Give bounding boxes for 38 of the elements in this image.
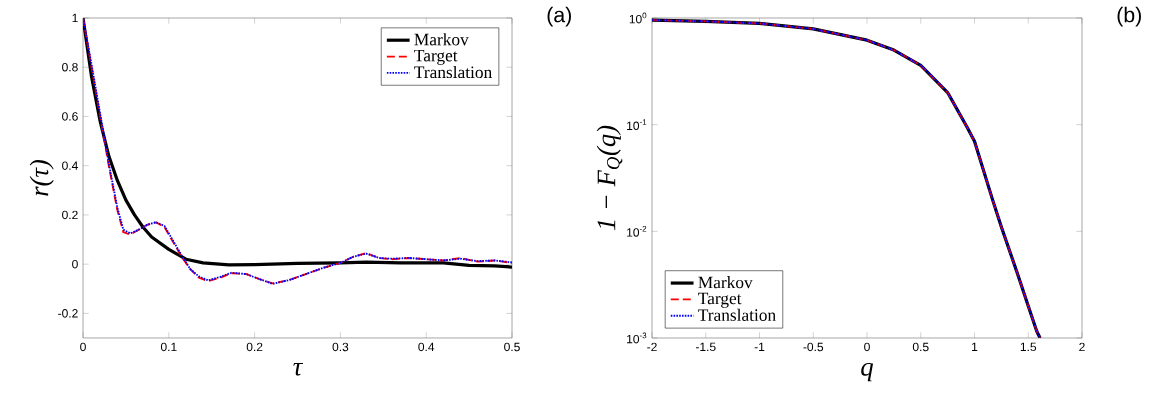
y-tick-label: 0.4 xyxy=(62,161,78,170)
x-tick-label: -2 xyxy=(647,342,657,352)
x-tick-label: -0.5 xyxy=(803,342,824,352)
x-tick-label: 0.4 xyxy=(418,342,435,352)
y-tick-label: 10$^{0}$ xyxy=(629,12,647,24)
y-tick-label: 10$^{-1}$ xyxy=(627,119,647,131)
x-tick-label: 0.5 xyxy=(504,342,520,352)
x-tick-label: 1 xyxy=(972,342,978,351)
x-tick-label: 0.1 xyxy=(160,342,177,352)
x-axis-title: τ xyxy=(293,363,304,376)
legend-label: Markov xyxy=(698,276,753,289)
legend-label: Target xyxy=(414,49,458,65)
y-tick-label: 10$^{-3}$ xyxy=(627,332,647,344)
y-axis-title: r(τ) xyxy=(29,159,54,196)
y-axis-title: 1 − F$_{Q}$(q) xyxy=(596,125,623,231)
legend-label: Translation xyxy=(414,65,492,79)
y-tick-label: 0.8 xyxy=(62,62,78,72)
text: (a) xyxy=(547,6,571,27)
x-tick-label: 0 xyxy=(80,342,86,352)
x-tick-label: 2 xyxy=(1079,342,1085,352)
legend-label: Target xyxy=(698,292,742,308)
y-tick-label: 1 xyxy=(72,13,78,23)
y-tick-label: 0 xyxy=(72,259,78,269)
text: (b) xyxy=(1117,6,1141,27)
legend-label: Markov xyxy=(414,33,469,46)
y-tick-label: 0.2 xyxy=(62,210,78,220)
x-tick-label: -1.5 xyxy=(695,342,716,352)
x-tick-label: -1 xyxy=(754,342,765,351)
x-tick-label: 0 xyxy=(864,342,870,352)
y-tick-label: -0.2 xyxy=(58,309,78,318)
legend-label: Translation xyxy=(698,308,776,321)
x-tick-label: 1.5 xyxy=(1020,342,1037,352)
y-tick-label: 10$^{-2}$ xyxy=(627,225,647,237)
x-tick-label: 0.3 xyxy=(332,342,349,352)
x-axis-title: q xyxy=(861,363,874,382)
x-tick-label: 0.2 xyxy=(246,342,263,352)
y-tick-label: 0.6 xyxy=(62,112,78,121)
x-tick-label: 0.5 xyxy=(912,342,929,352)
